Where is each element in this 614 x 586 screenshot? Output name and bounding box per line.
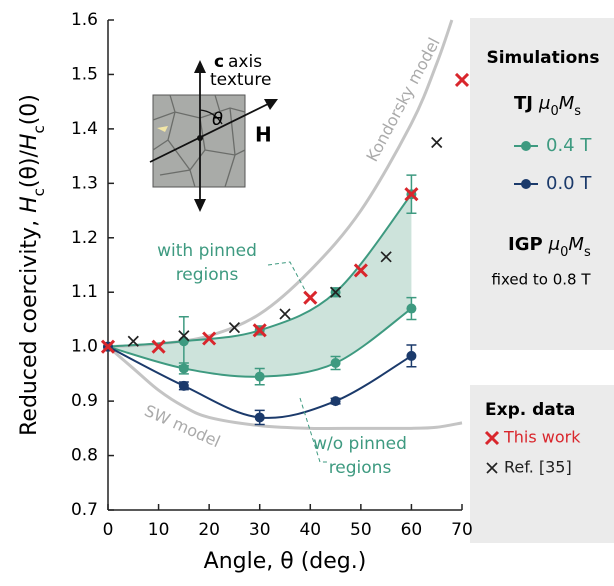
pivot [197,135,203,141]
y-tick-label: 1.6 [71,10,98,30]
y-axis-label-part: (θ)/ [17,149,42,188]
y-axis-label-part: H [17,196,42,213]
legend-label: Ref. [35] [504,458,572,477]
annotation: with pinned [157,241,257,261]
annotation-leader [267,261,307,293]
legend-heading-part: s [574,104,581,119]
legend-heading: IGP μ0Ms [508,234,591,260]
legend-heading-part: M [568,234,584,255]
data-point [178,363,189,374]
legend-heading-part: M [559,93,575,114]
fit-line [107,193,413,348]
x-tick-label: 40 [299,520,321,540]
y-axis-label-part: c [30,188,48,196]
legend-heading-part: μ [538,93,550,114]
data-point [406,350,417,361]
legend-heading-part: IGP [508,234,543,255]
legend-heading-part: μ [548,234,560,255]
y-tick-label: 1.3 [71,173,98,193]
data-point [353,263,368,278]
x-tick-label: 30 [249,520,271,540]
inset: c axis texture θ H [149,52,278,212]
arrow-head [264,99,278,110]
data-point [380,251,392,263]
inset-label: axis [228,52,262,72]
legend-marker [486,462,498,474]
legend-title: Exp. data [485,400,575,420]
x-axis-label: Angle, θ (deg.) [204,549,367,574]
legend-note: fixed to 0.8 T [492,271,592,289]
legend-panel [470,18,614,350]
legend-marker [484,430,500,446]
legend-label: 0.0 T [546,173,592,194]
y-tick-label: 1.2 [71,228,98,248]
x-tick-label: 60 [401,520,423,540]
annotation: regions [329,458,392,478]
data-point [454,72,470,87]
data-point [202,331,217,346]
y-tick-label: 0.9 [71,391,98,411]
y-tick-label: 1.4 [71,119,98,139]
x-tick-label: 50 [350,520,372,540]
y-tick-label: 1.5 [71,64,98,84]
angle-arc [199,109,223,125]
data-point [330,396,341,407]
y-tick-label: 1.1 [71,282,98,302]
data-point [100,339,116,354]
data-point [178,336,189,347]
legend-heading: TJ μ0Ms [514,93,581,119]
x-tick-label: 20 [198,520,220,540]
data-point [254,371,265,382]
inset-label: texture [210,70,271,90]
data-point [178,330,190,342]
data-point [151,339,166,354]
data-point [406,303,417,314]
data-point [404,187,419,202]
inset-label: c [214,52,224,72]
annotation: regions [176,265,239,285]
legend-marker [521,179,531,189]
y-axis-label-part: c [30,125,48,133]
data-point [330,358,341,368]
inset-label: H [255,123,272,147]
data-point [252,323,267,338]
field-arrow [149,102,271,163]
legend-panel [470,385,614,543]
legend-heading-part: 0 [560,245,568,260]
legend-title: Simulations [486,48,599,68]
legend-heading-part: TJ [514,93,533,114]
y-tick-label: 0.8 [71,446,98,466]
y-axis-label-part: (0) [17,94,42,125]
model-curve [107,345,463,431]
annotation-leader [299,397,330,463]
x-tick-label: 0 [103,520,114,540]
y-axis-label: Reduced coercivity, Hc(θ)/Hc(0) [17,94,48,436]
legend-label: 0.4 T [546,135,592,156]
x-tick-label: 10 [148,520,170,540]
y-tick-label: 0.7 [71,500,98,520]
data-point [279,308,291,320]
model-label: Kondorsky model [362,34,443,164]
y-axis-label-part: H [17,134,42,151]
data-point [329,286,342,298]
legend-heading-part: s [584,245,591,260]
inset-phase [157,126,168,132]
y-tick-label: 1.0 [71,337,98,357]
legend-heading-part: 0 [550,104,558,119]
inset-label: θ [212,109,223,130]
annotation: w/o pinned [313,434,407,454]
data-point [303,290,318,305]
legend-marker [521,141,531,151]
data-point [228,322,241,334]
x-tick-label: 70 [451,520,473,540]
legend-label: This work [503,428,581,447]
data-point [178,380,189,391]
data-point [431,136,443,149]
y-axis-label-part: Reduced coercivity, [17,213,42,436]
data-point [254,412,265,423]
shaded-area [108,194,412,377]
model-label: SW model [142,401,224,451]
data-point [127,335,139,347]
